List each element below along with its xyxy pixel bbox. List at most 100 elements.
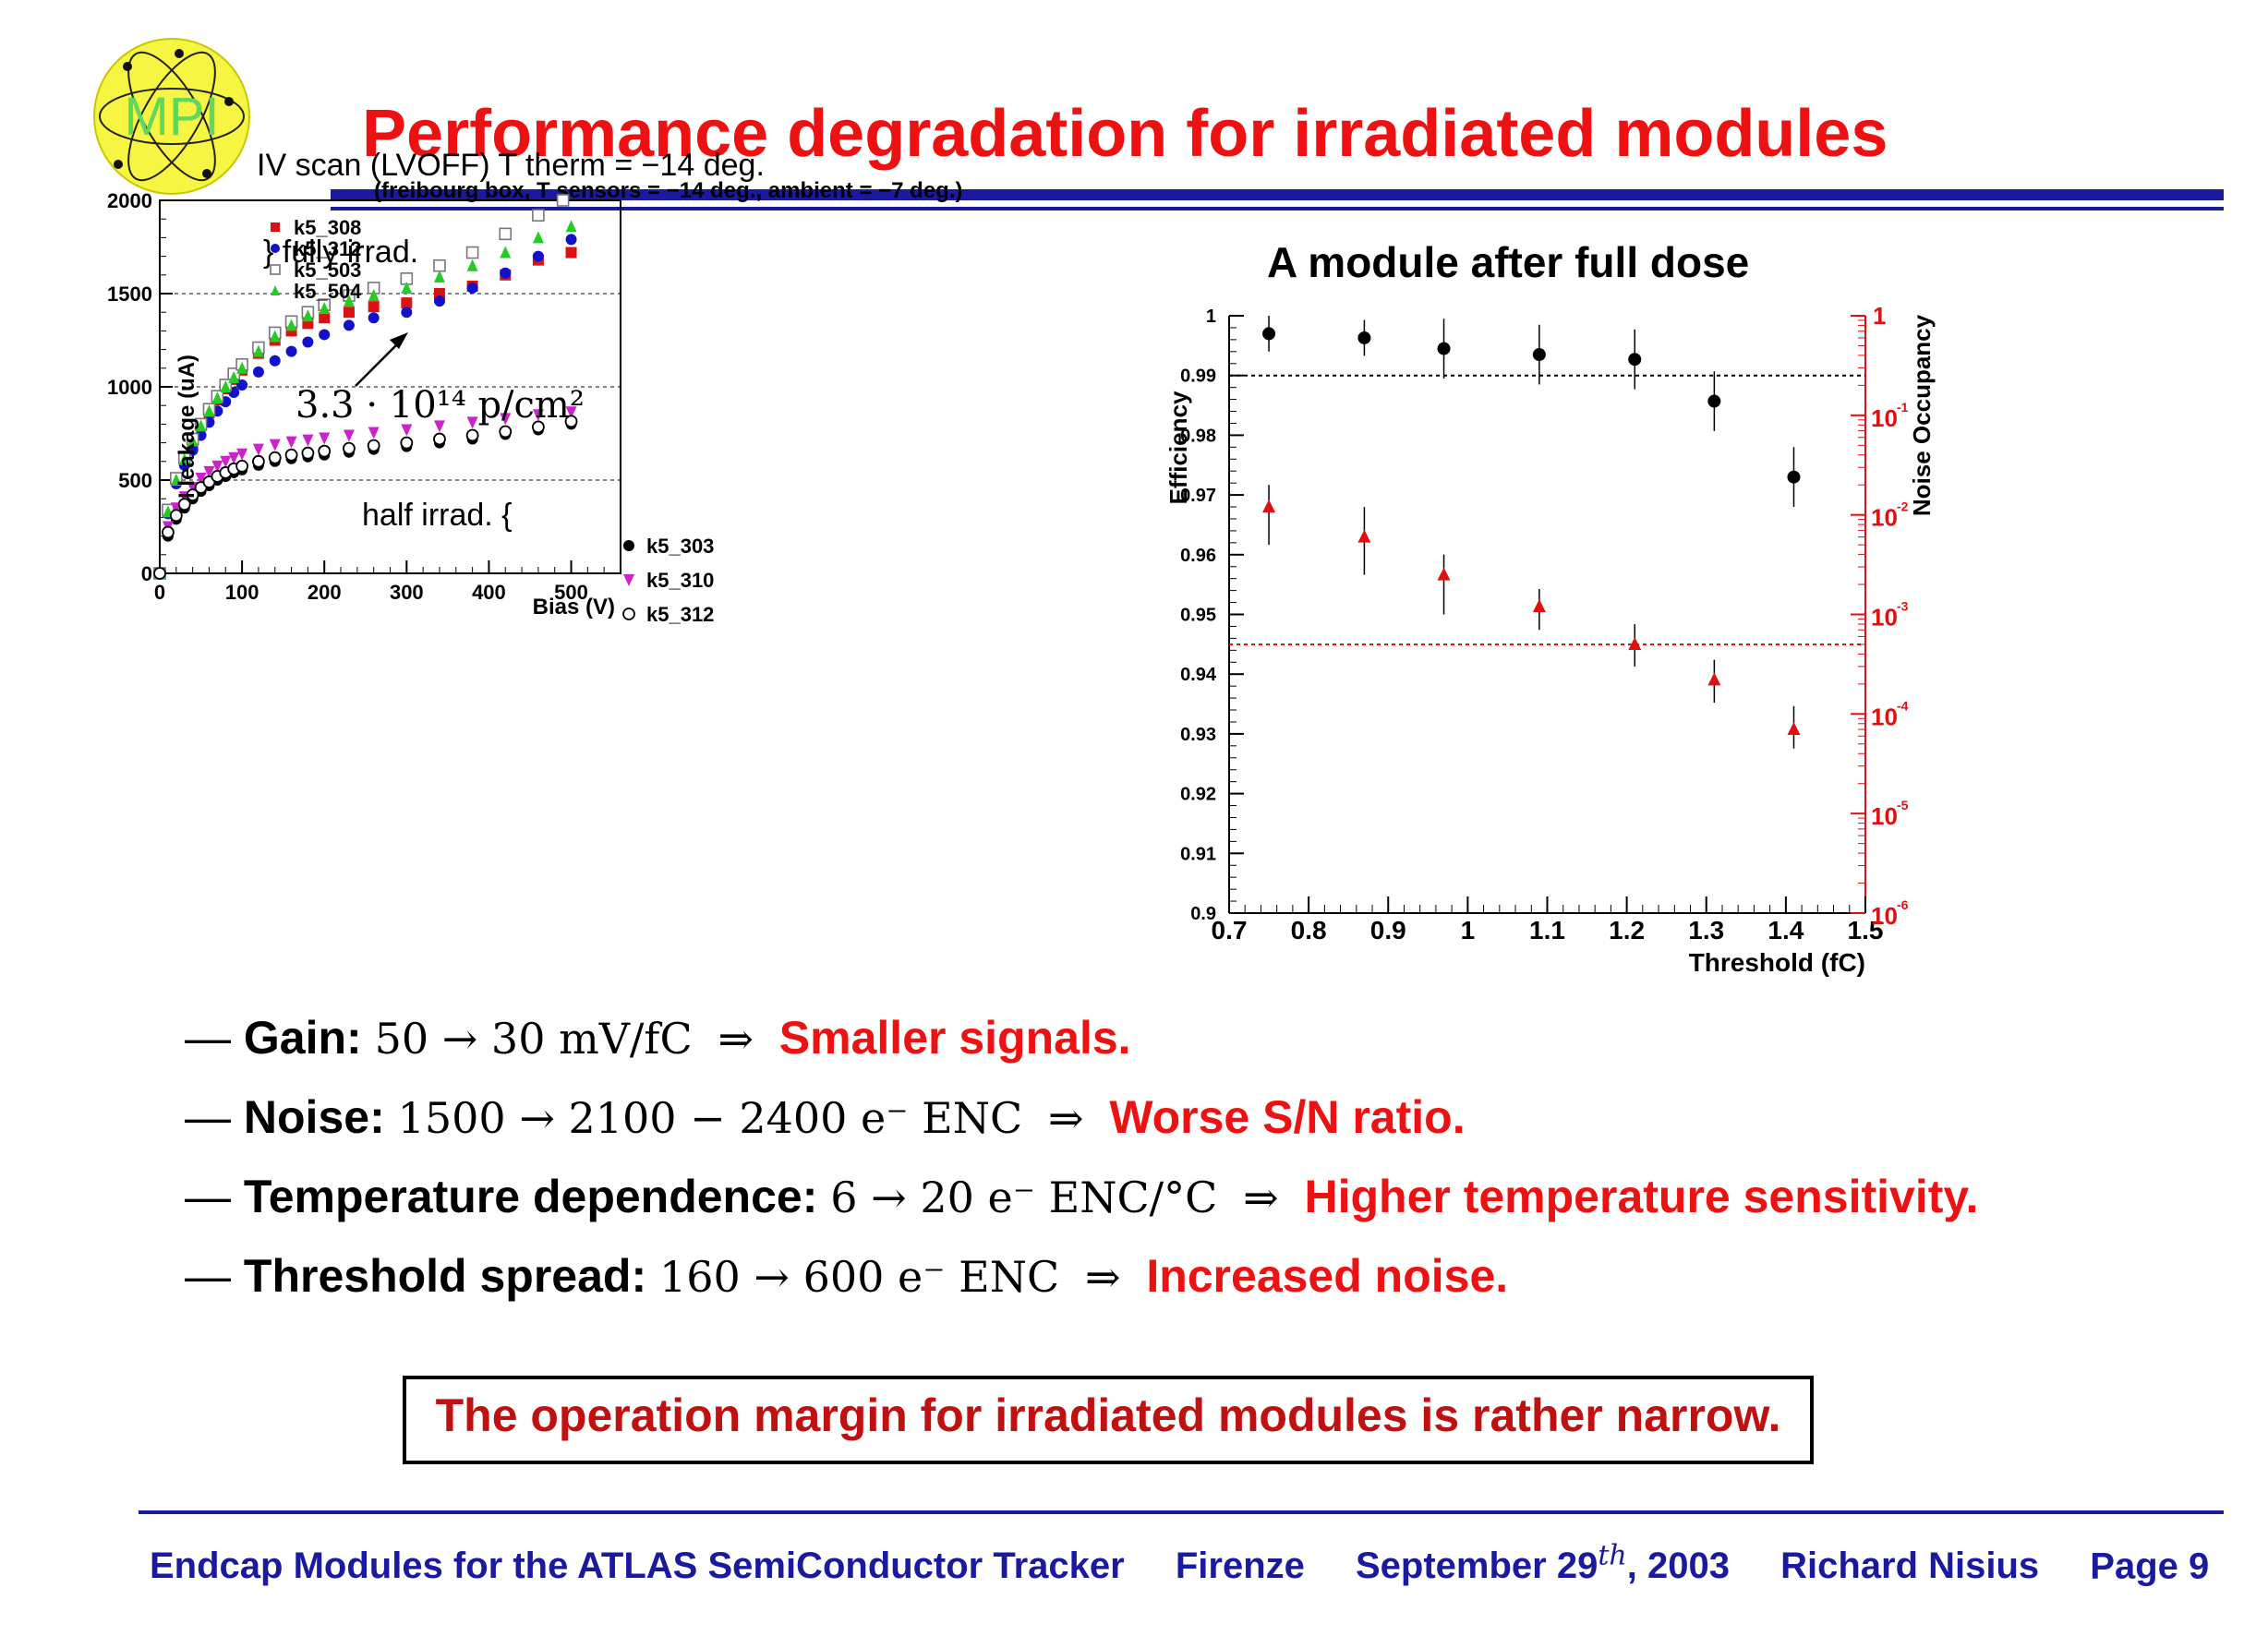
legend-label: k5_310: [646, 569, 714, 592]
iv-point: [302, 309, 314, 322]
occ-ytick-exp: -1: [1897, 400, 1909, 415]
bullet-dash: —: [185, 1250, 231, 1302]
iv-point: [162, 525, 175, 539]
eff-point: [1532, 348, 1546, 362]
iv-marks: [153, 194, 578, 580]
iv-point: [466, 259, 478, 271]
iv-point: [500, 246, 512, 259]
bullet-result: Worse S/N ratio.: [1109, 1091, 1466, 1143]
iv-point: [500, 413, 512, 426]
bullet-result: Higher temperature sensitivity.: [1304, 1171, 1979, 1222]
bullet-gain: — Gain: 50 → 30 mV/fC ⇒ Smaller signals.: [185, 1011, 1131, 1065]
iv-point: [343, 429, 355, 442]
eff-xtick-label: 0.7: [1212, 916, 1248, 944]
iv-point: [220, 455, 232, 468]
eff-ytick-label: 0.97: [1180, 486, 1216, 506]
occ-ytick-exp: -2: [1897, 499, 1909, 514]
eff-ytick-label: 1: [1206, 307, 1216, 327]
series-k5_310: [154, 406, 577, 580]
legend-marker: [623, 574, 634, 586]
logo-text: MPI: [124, 87, 219, 147]
iv-point: [401, 307, 413, 319]
iv-point: [433, 432, 446, 446]
legend-label: k5_312: [294, 237, 361, 260]
dose-arrow: [355, 339, 403, 387]
footer: Endcap Modules for the ATLAS SemiConduct…: [150, 1540, 2209, 1587]
iv-point: [433, 270, 445, 283]
bullet-result: Smaller signals.: [778, 1012, 1131, 1064]
iv-point: [499, 227, 513, 241]
eff-xtick-label: 1.2: [1609, 916, 1645, 944]
iv-point: [220, 380, 232, 392]
iv-point: [302, 336, 314, 348]
footer-place: Firenze: [1175, 1546, 1305, 1587]
iv-point: [302, 434, 314, 447]
legend-marker: [623, 540, 634, 551]
iv-point: [228, 370, 240, 383]
eff-ytick-label: 0.9: [1190, 904, 1216, 924]
dose-arrowhead: [390, 332, 408, 349]
iv-point: [532, 231, 544, 244]
iv-point: [186, 488, 199, 502]
iv-point: [169, 509, 183, 523]
iv-xtick-label: 100: [225, 581, 259, 604]
iv-point: [236, 361, 248, 374]
iv-point: [466, 416, 478, 429]
legend-label: k5_308: [294, 216, 361, 239]
iv-point: [301, 446, 315, 460]
iv-point: [228, 451, 240, 464]
footer-date: September 29th, 2003: [1356, 1540, 1730, 1586]
iv-point: [319, 302, 331, 315]
efficiency-chart: A module after full dose 0.90.910.920.93…: [1164, 240, 1936, 977]
iv-point: [269, 439, 281, 451]
iv-point: [284, 448, 298, 462]
iv-point: [203, 404, 215, 417]
footer-author: Richard Nisius: [1780, 1546, 2040, 1587]
occ-ytick-exp: -4: [1897, 698, 1909, 713]
series-efficiency: [1262, 316, 1801, 508]
iv-point: [531, 420, 545, 434]
eff-ytick-label: 0.96: [1180, 546, 1216, 566]
eff-xtick-label: 1.1: [1529, 916, 1565, 944]
series-k5_312: [153, 415, 578, 580]
eff-ytick-label: 0.93: [1180, 725, 1216, 745]
iv-ytick-label: 1000: [107, 376, 152, 399]
eff-point: [1262, 327, 1276, 341]
iv-point: [532, 209, 545, 222]
iv-point: [368, 289, 380, 302]
implies-arrow: ⇒: [1047, 1093, 1084, 1143]
eff-ylabel: Efficiency: [1164, 391, 1192, 504]
legend-marker: [271, 244, 280, 253]
iv-point: [319, 432, 331, 445]
iv-point: [235, 459, 249, 473]
iv-point: [343, 441, 356, 455]
iv-point: [318, 444, 332, 458]
iv-xtick-label: 200: [308, 581, 342, 604]
iv-point: [401, 297, 413, 309]
iv-ytick-label: 500: [118, 469, 152, 492]
iv-point: [343, 319, 355, 331]
eff-ytick-label: 0.91: [1180, 844, 1216, 864]
iv-point: [368, 301, 380, 313]
conclusion-box: The operation margin for irradiated modu…: [403, 1376, 1814, 1464]
bullet-label: Gain:: [243, 1012, 362, 1064]
legend-label: k5_312: [646, 603, 714, 626]
iv-point: [368, 312, 380, 324]
footer-page: Page 9: [2090, 1546, 2210, 1587]
iv-point: [178, 452, 190, 465]
iv-point: [285, 345, 297, 357]
occ-point: [1262, 499, 1276, 513]
occ-ytick-label: 10: [1871, 802, 1898, 830]
legend-marker: [271, 285, 280, 295]
iv-point: [319, 312, 331, 324]
occ-ytick-label: 10: [1871, 504, 1898, 532]
iv-point: [252, 366, 264, 378]
iv-point: [236, 448, 248, 461]
iv-xtick-label: 300: [390, 581, 424, 604]
iv-point: [268, 451, 282, 464]
bullet-label: Noise:: [243, 1091, 385, 1143]
iv-chart-subtitle: (freibourg box, T sensors = −14 deg., am…: [374, 178, 963, 203]
iv-point: [500, 267, 512, 279]
eff-xtick-label: 0.8: [1291, 916, 1327, 944]
iv-point: [466, 282, 478, 294]
